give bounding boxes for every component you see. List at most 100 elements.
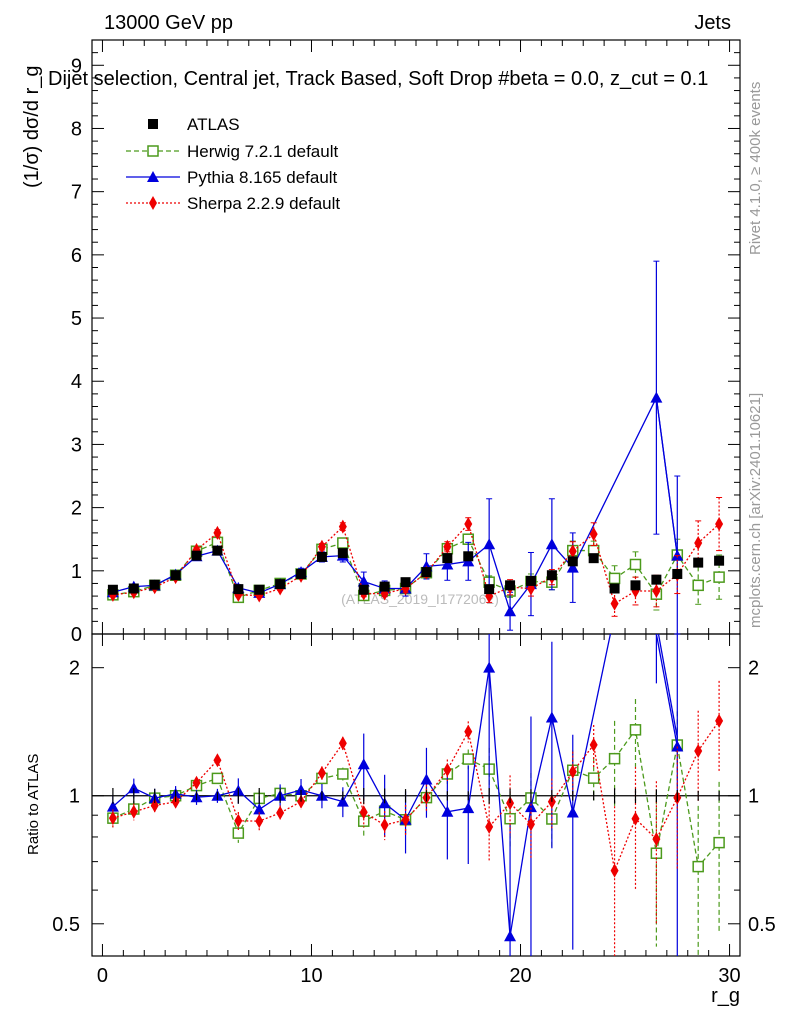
series-herwig-7-2-1-default-ratio-point xyxy=(692,860,704,873)
series-sherpa-2-2-9-default-ratio-point xyxy=(610,863,619,878)
series-pythia-8-165-default-ratio-point xyxy=(504,930,517,942)
series-sherpa-2-2-9-default-point xyxy=(568,544,577,559)
series-pythia-8-165-default-ratio-point xyxy=(357,758,370,770)
legend-pythia-8-165-default-marker xyxy=(147,171,159,182)
y-tick-label: 9 xyxy=(71,55,82,77)
series-sherpa-2-2-9-default-ratio-point xyxy=(192,775,201,790)
series-atlas-point xyxy=(672,568,683,579)
series-sherpa-2-2-9-default-ratio-line xyxy=(112,720,720,874)
ratio-tick-label-right: 0.5 xyxy=(748,914,776,936)
legend-herwig-7-2-1-default-marker xyxy=(147,145,159,157)
series-sherpa-2-2-9-default-ratio-point xyxy=(631,811,640,826)
series-sherpa-2-2-9-default-ratio-point xyxy=(234,813,243,828)
series-pythia-8-165-default-ratio-point xyxy=(462,802,475,814)
series-pythia-8-165-default-ratio-point xyxy=(483,661,496,673)
series-sherpa-2-2-9-default-ratio-point xyxy=(694,743,703,758)
series-sherpa-2-2-9-default-ratio-point xyxy=(276,805,285,820)
y-tick-label: 4 xyxy=(71,371,82,393)
series-atlas-point xyxy=(588,553,599,564)
series-herwig-7-2-1-default-point xyxy=(692,579,704,592)
side-label-rivet: Rivet 4.1.0, ≥ 400k events xyxy=(747,82,764,255)
series-atlas-point xyxy=(275,579,286,590)
series-herwig-7-2-1-default-point xyxy=(629,558,642,571)
series-sherpa-2-2-9-default-ratio-point xyxy=(568,764,577,779)
legend-atlas-marker xyxy=(148,119,158,129)
series-pythia-8-165-default-point xyxy=(441,558,454,570)
series-sherpa-2-2-9-default-point xyxy=(610,596,619,611)
series-herwig-7-2-1-default-point xyxy=(608,572,621,585)
ratio-tick-label-right: 2 xyxy=(748,658,759,680)
ratio-plot-frame xyxy=(91,633,741,957)
series-atlas-point xyxy=(128,583,139,594)
series-pythia-8-165-default-line xyxy=(572,395,678,568)
series-herwig-7-2-1-default-ratio-point xyxy=(713,836,725,849)
series-sherpa-2-2-9-default-ratio-point xyxy=(715,713,724,728)
series-sherpa-2-2-9-default-ratio-point xyxy=(485,819,494,834)
series-pythia-8-165-default-ratio-point xyxy=(253,803,266,815)
series-sherpa-2-2-9-default-ratio-point xyxy=(108,811,117,826)
series-sherpa-2-2-9-default-point xyxy=(715,517,724,532)
series-pythia-8-165-default-point xyxy=(545,538,558,550)
series-sherpa-2-2-9-default-ratio-point xyxy=(129,804,138,819)
series-herwig-7-2-1-default-ratio-point xyxy=(608,752,621,765)
series-herwig-7-2-1-default-point xyxy=(337,537,349,549)
side-label-mcplots: mcplots.cern.ch [arXiv:2401.10621] xyxy=(747,393,764,628)
series-atlas-point xyxy=(714,555,725,566)
ratio-tick-label: 2 xyxy=(69,658,80,680)
series-atlas-point xyxy=(400,577,411,588)
y-tick-label: 1 xyxy=(71,561,82,583)
series-sherpa-2-2-9-default-ratio-point xyxy=(317,765,326,780)
y-tick-label: 0 xyxy=(71,624,82,646)
series-sherpa-2-2-9-default-point xyxy=(694,536,703,551)
series-pythia-8-165-default-ratio-point xyxy=(106,800,119,812)
series-atlas-point xyxy=(505,580,516,591)
series-atlas-point xyxy=(630,580,641,591)
series-atlas-point xyxy=(484,584,495,595)
series-sherpa-2-2-9-default-ratio-point xyxy=(213,753,222,768)
x-tick-label: 0 xyxy=(97,965,108,987)
legend-herwig-7-2-1-default-label: Herwig 7.2.1 default xyxy=(187,142,338,161)
series-atlas-point xyxy=(442,553,453,564)
ratio-axis-label: Ratio to ATLAS xyxy=(25,754,42,855)
ratio-tick-label: 0.5 xyxy=(52,914,80,936)
series-herwig-7-2-1-default-ratio-point xyxy=(462,753,475,765)
series-atlas-point xyxy=(421,567,432,578)
series-sherpa-2-2-9-default-ratio-point xyxy=(255,814,264,829)
y-tick-label: 2 xyxy=(71,498,82,520)
ratio-tick-label-right: 1 xyxy=(748,786,759,808)
series-atlas-point xyxy=(337,548,348,559)
series-atlas-point xyxy=(693,557,704,568)
series-atlas-point xyxy=(254,584,265,595)
y-tick-label: 8 xyxy=(71,118,82,140)
series-sherpa-2-2-9-default-ratio-point xyxy=(652,832,661,847)
ratio-plot-series xyxy=(106,633,725,956)
series-atlas-point xyxy=(525,575,536,586)
series-sherpa-2-2-9-default-ratio-point xyxy=(443,762,452,777)
series-sherpa-2-2-9-default-ratio-point xyxy=(526,817,535,832)
series-atlas-point xyxy=(296,568,307,579)
series-herwig-7-2-1-default-point xyxy=(713,571,725,583)
series-pythia-8-165-default-ratio-point xyxy=(671,740,684,752)
series-sherpa-2-2-9-default-ratio-point xyxy=(359,805,368,820)
series-pythia-8-165-default-point xyxy=(566,561,579,573)
series-sherpa-2-2-9-default-point xyxy=(443,539,452,554)
series-sherpa-2-2-9-default-ratio-point xyxy=(589,737,598,752)
series-pythia-8-165-default-ratio-point xyxy=(545,711,558,723)
main-plot-series xyxy=(106,260,725,635)
series-pythia-8-165-default-ratio-point xyxy=(524,801,537,813)
legend-atlas-label: ATLAS xyxy=(187,115,240,134)
series-herwig-7-2-1-default-ratio-point xyxy=(587,772,600,784)
series-herwig-7-2-1-default-line xyxy=(112,538,720,599)
series-pythia-8-165-default-ratio-line xyxy=(655,633,678,747)
plot-title: Dijet selection, Central jet, Track Base… xyxy=(48,68,708,90)
series-sherpa-2-2-9-default-ratio-point xyxy=(380,818,389,833)
series-pythia-8-165-default-ratio-line xyxy=(572,633,612,814)
series-pythia-8-165-default-ratio-point xyxy=(420,773,433,785)
y-tick-label: 6 xyxy=(71,245,82,267)
series-atlas-point xyxy=(233,584,244,595)
series-atlas-point xyxy=(463,551,474,562)
series-pythia-8-165-default-ratio-point xyxy=(441,805,454,817)
legend: ATLAS Herwig 7.2.1 default Pythia 8.165 de… xyxy=(126,115,340,213)
series-atlas-point xyxy=(567,556,578,567)
y-tick-label: 5 xyxy=(71,308,82,330)
